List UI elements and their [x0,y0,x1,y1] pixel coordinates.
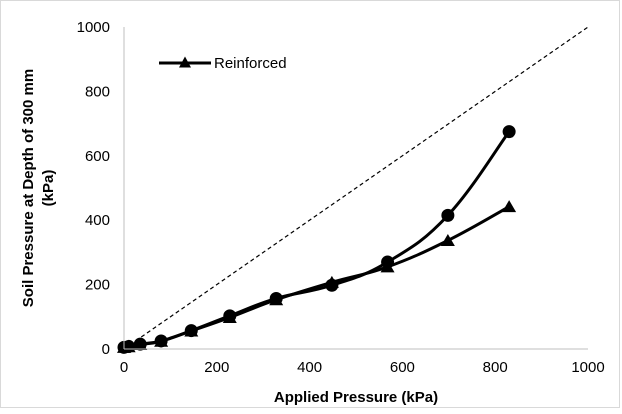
legend-triangle-marker [179,56,191,68]
y-tick-label: 200 [85,277,110,294]
x-tick-label: 400 [297,359,322,376]
y-tick-labels: 0 200 400 600 800 1000 [77,19,110,358]
triangle-marker [154,334,169,347]
x-tick-label: 800 [483,359,508,376]
y-axis-title-line-2: (kPa) [40,170,57,207]
y-axis-title-line-1: Soil Pressure at Depth of 300 mm [20,69,37,307]
legend-label: Reinforced [214,55,287,72]
x-tick-labels: 0 200 400 600 800 1000 [120,359,605,376]
triangle-marker [380,260,395,273]
y-tick-label: 800 [85,83,110,100]
y-tick-label: 400 [85,212,110,229]
y-tick-label: 0 [102,341,110,358]
x-axis-title: Applied Pressure (kPa) [274,389,438,406]
series-reinforced-line [123,205,510,349]
y-tick-label: 1000 [77,19,110,36]
equality-dashed-line [123,26,589,350]
y-tick-label: 600 [85,148,110,165]
x-tick-label: 0 [120,359,128,376]
x-tick-label: 1000 [571,359,604,376]
y-axis-title: Soil Pressure at Depth of 300 mm (kPa) [20,69,57,307]
circle-marker [441,208,455,222]
triangle-marker [222,310,237,323]
triangle-marker [133,337,148,350]
triangle-marker [184,324,199,337]
axes [123,27,588,350]
legend: Reinforced [159,55,287,72]
triangle-marker [440,233,455,246]
x-tick-label: 600 [390,359,415,376]
triangle-marker [324,275,339,288]
x-tick-label: 200 [204,359,229,376]
circle-marker [502,125,516,139]
plot-area [117,26,589,354]
triangle-marker [269,293,284,306]
triangle-marker [502,200,517,213]
